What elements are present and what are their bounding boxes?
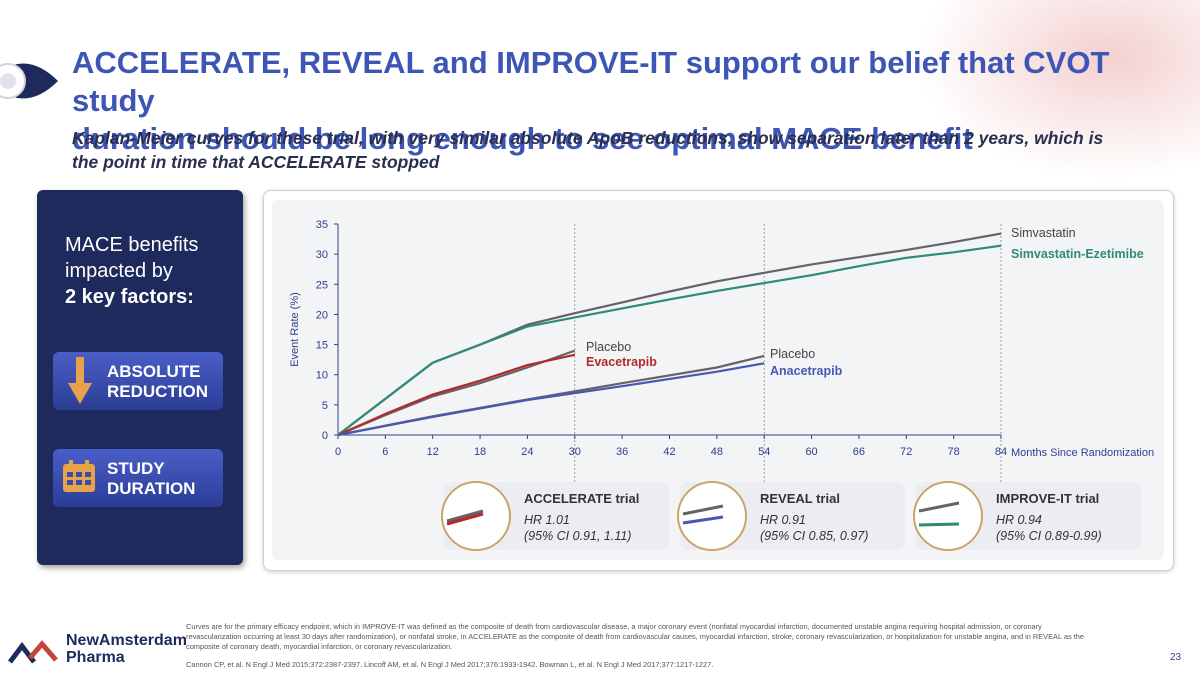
heading-line-3: 2 key factors: xyxy=(65,286,194,308)
y-tick-label: 20 xyxy=(316,309,328,321)
trial-legend-circle-reveal xyxy=(677,481,747,551)
series-line-simvastatin-ezetimibe xyxy=(337,244,1002,436)
x-tick-label: 12 xyxy=(427,446,439,458)
legend-line-top xyxy=(446,509,484,523)
trial-hazard-ratio: HR 1.01 (95% CI 0.91, 1.11) xyxy=(524,512,631,544)
legend-line-bottom xyxy=(682,515,724,525)
series-label: Evacetrapib xyxy=(586,355,657,369)
mace-factors-heading: MACE benefits impacted by 2 key factors: xyxy=(65,232,198,310)
series-line-anacetrapib xyxy=(337,362,765,437)
legend-line-bottom xyxy=(446,512,484,526)
chart-panel: 0 5 10 15 20 25 30 35 0 6 12 18 24 30 36 42 48 54 60 66 72 78… xyxy=(263,190,1174,571)
trial-hr: HR 0.91 xyxy=(760,513,806,527)
heading-line-1: MACE benefits xyxy=(65,234,199,256)
x-tick-label: 66 xyxy=(853,446,865,458)
company-logo: NewAmsterdam Pharma xyxy=(8,632,187,672)
page-title: ACCELERATE, REVEAL and IMPROVE-IT suppor… xyxy=(72,44,1132,158)
legend-lines-icon xyxy=(446,509,484,526)
trial-legend-circle-improve-it xyxy=(913,481,983,551)
y-tick-label: 35 xyxy=(316,219,328,231)
x-tick-label: 24 xyxy=(521,446,533,458)
trial-hr: HR 1.01 xyxy=(524,513,570,527)
page-subtitle: Kaplan-Meier curves for these trial, wit… xyxy=(72,128,1104,172)
series-line-simvastatin xyxy=(337,232,1002,436)
footnote: Curves are for the primary efficacy endp… xyxy=(186,622,1084,651)
x-tick-label: 78 xyxy=(948,446,960,458)
x-tick-label: 60 xyxy=(805,446,817,458)
trial-name: REVEAL trial xyxy=(760,491,840,506)
logo-line-2: Pharma xyxy=(66,649,125,666)
title-line-1: ACCELERATE, REVEAL and IMPROVE-IT suppor… xyxy=(72,45,1110,118)
series-label: Anacetrapib xyxy=(770,364,843,378)
y-tick-label: 25 xyxy=(316,279,328,291)
logo-line-1: NewAmsterdam xyxy=(66,632,187,649)
factor-absolute-reduction: ABSOLUTE REDUCTION xyxy=(53,352,223,410)
x-tick-label: 48 xyxy=(711,446,723,458)
x-tick-label: 6 xyxy=(382,446,388,458)
x-axis-title: Months Since Randomization xyxy=(1011,447,1154,459)
trial-hazard-ratio: HR 0.94 (95% CI 0.89-0.99) xyxy=(996,512,1102,544)
factor-label-line-2: REDUCTION xyxy=(107,382,209,401)
series-label: Placebo xyxy=(770,347,815,361)
x-tick-label: 0 xyxy=(335,446,341,458)
kaplan-meier-chart: 0 5 10 15 20 25 30 35 0 6 12 18 24 30 36 42 48 54 60 66 72 78… xyxy=(289,219,1154,495)
y-tick-label: 0 xyxy=(322,430,328,442)
y-tick-label: 30 xyxy=(316,249,328,261)
calendar-icon xyxy=(63,460,95,492)
title-line-2: duration should be long enough to see op… xyxy=(72,121,973,156)
trial-ci: (95% CI 0.91, 1.11) xyxy=(524,529,632,543)
trial-ci: (95% CI 0.89-0.99) xyxy=(996,529,1102,543)
series-label: Simvastatin xyxy=(1011,226,1076,240)
x-tick-label: 42 xyxy=(663,446,675,458)
down-arrow-icon xyxy=(68,357,92,404)
x-tick-label: 36 xyxy=(616,446,628,458)
x-tick-label: 54 xyxy=(758,446,770,458)
legend-line-bottom xyxy=(918,522,960,527)
x-tick-label: 84 xyxy=(995,446,1007,458)
x-tick-label: 30 xyxy=(569,446,581,458)
series-label: Simvastatin-Ezetimibe xyxy=(1011,247,1144,261)
trial-hazard-ratio: HR 0.91 (95% CI 0.85, 0.97) xyxy=(760,512,868,544)
x-tick-label: 18 xyxy=(474,446,486,458)
series-label: Placebo xyxy=(586,340,631,354)
trial-hr: HR 0.94 xyxy=(996,513,1042,527)
mace-factors-panel: MACE benefits impacted by 2 key factors:… xyxy=(37,190,243,565)
x-tick-label: 72 xyxy=(900,446,912,458)
legend-lines-icon xyxy=(682,504,724,525)
factor-label-line-2: DURATION xyxy=(107,479,196,498)
trial-name: IMPROVE-IT trial xyxy=(996,491,1100,506)
y-tick-label: 15 xyxy=(316,340,328,352)
references: Cannon CP, et al. N Engl J Med 2015;372:… xyxy=(186,660,714,669)
series-line-evacetrapib xyxy=(337,353,576,437)
background-decoration xyxy=(900,0,1200,190)
trial-legend-circle-accelerate xyxy=(441,481,511,551)
y-tick-label: 5 xyxy=(322,400,328,412)
legend-line-top xyxy=(682,504,724,516)
page-number: 23 xyxy=(1170,652,1182,663)
y-tick-label: 10 xyxy=(316,370,328,382)
factor-study-duration: STUDY DURATION xyxy=(53,449,223,507)
y-axis-title: Event Rate (%) xyxy=(289,292,301,367)
logo-mark-icon xyxy=(8,640,58,664)
heading-line-2: impacted by xyxy=(65,260,173,282)
trial-name: ACCELERATE trial xyxy=(524,491,640,506)
trial-ci: (95% CI 0.85, 0.97) xyxy=(760,529,869,543)
factor-label-line-1: STUDY xyxy=(107,459,165,478)
legend-line-top xyxy=(918,501,960,513)
logo-eye-icon xyxy=(0,63,58,99)
legend-lines-icon xyxy=(918,501,960,527)
factor-label-line-1: ABSOLUTE xyxy=(107,362,201,381)
